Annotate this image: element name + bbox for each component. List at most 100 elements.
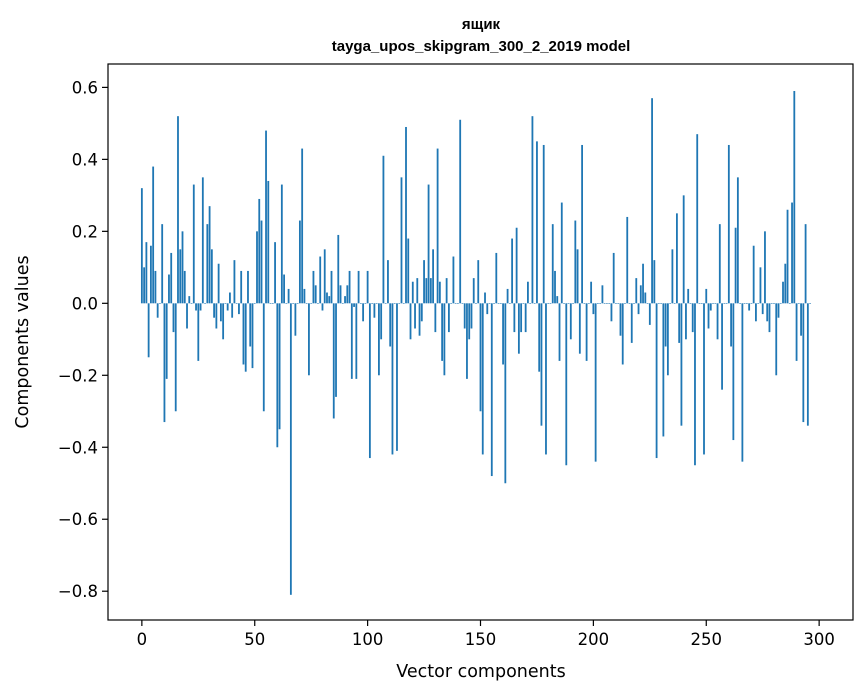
bar [466,303,468,379]
bar [752,245,755,304]
bar [366,270,369,304]
bar [249,303,252,347]
y-tick-label: 0.0 [72,294,98,313]
bar [391,303,394,455]
bar [657,303,660,304]
bar [341,303,344,304]
bar [504,303,507,484]
bar [229,292,231,304]
bar [764,231,766,304]
bar [400,177,403,304]
bar [152,166,155,304]
bar [802,303,805,423]
bar [619,303,622,336]
x-tick-label: 150 [465,630,497,649]
bar [520,303,523,333]
bar [477,260,480,304]
bar [201,177,204,304]
bar [452,256,455,304]
bar [727,144,730,304]
bar [626,216,629,304]
bar [633,303,635,304]
bar [454,303,457,304]
bar [583,303,586,304]
bar [161,224,164,304]
bar [317,303,319,304]
bar [533,303,536,304]
bar [332,303,335,419]
bar [572,303,574,304]
bar [373,303,376,318]
bar [179,249,182,304]
bar [192,184,195,304]
bar [287,288,290,304]
bar [330,270,333,304]
bar [414,303,416,329]
chart-title: ящик [462,16,501,33]
bar [177,116,179,304]
bar [484,292,486,304]
bar [269,303,272,304]
x-axis-label: Vector components [396,662,565,682]
bar [190,303,193,304]
bar [748,303,751,311]
bar [497,303,500,304]
bar [335,303,337,397]
bar [594,303,597,462]
bar [159,303,161,304]
bar [757,303,760,304]
bar [432,249,434,304]
bar [402,303,405,304]
bar [664,303,667,347]
bar [348,270,351,304]
bar [768,303,771,333]
bar [163,303,166,423]
bar [558,303,561,361]
bar [576,249,579,304]
bar [637,303,640,315]
bar [705,288,708,304]
bar [170,252,173,304]
bar [382,155,385,304]
bar [217,263,220,304]
y-tick-label: −0.6 [58,510,98,529]
bar [145,242,148,304]
bar [739,303,742,304]
bar [468,303,471,340]
bar [312,270,315,304]
bar [292,303,295,304]
bar [694,303,696,466]
bar [242,303,245,365]
bar [285,303,288,304]
x-tick-label: 250 [691,630,723,649]
bar [321,303,324,311]
bar [479,303,482,412]
bar [409,303,412,340]
bar [750,303,753,304]
bar [398,303,401,304]
bar [396,303,398,451]
bar [445,278,448,304]
bar [204,303,206,304]
y-axis-ticks: −0.8 −0.6 −0.4 −0.2 0.0 0.2 0.4 0.6 [58,78,108,601]
bar [265,130,267,304]
bar [181,231,184,304]
bar [689,303,692,304]
bar [165,303,168,379]
bar [368,303,371,459]
bar [434,303,437,333]
bar [362,303,365,322]
bar [384,303,387,304]
bar [463,303,466,329]
y-tick-label: 0.2 [72,222,98,241]
bar [736,177,739,304]
bar [407,238,410,304]
bar [648,303,651,325]
bar [168,274,170,304]
bar [786,209,789,304]
bar [714,303,717,304]
bar [673,303,676,304]
bar [603,303,606,304]
bar [416,278,419,304]
bar [380,303,383,340]
